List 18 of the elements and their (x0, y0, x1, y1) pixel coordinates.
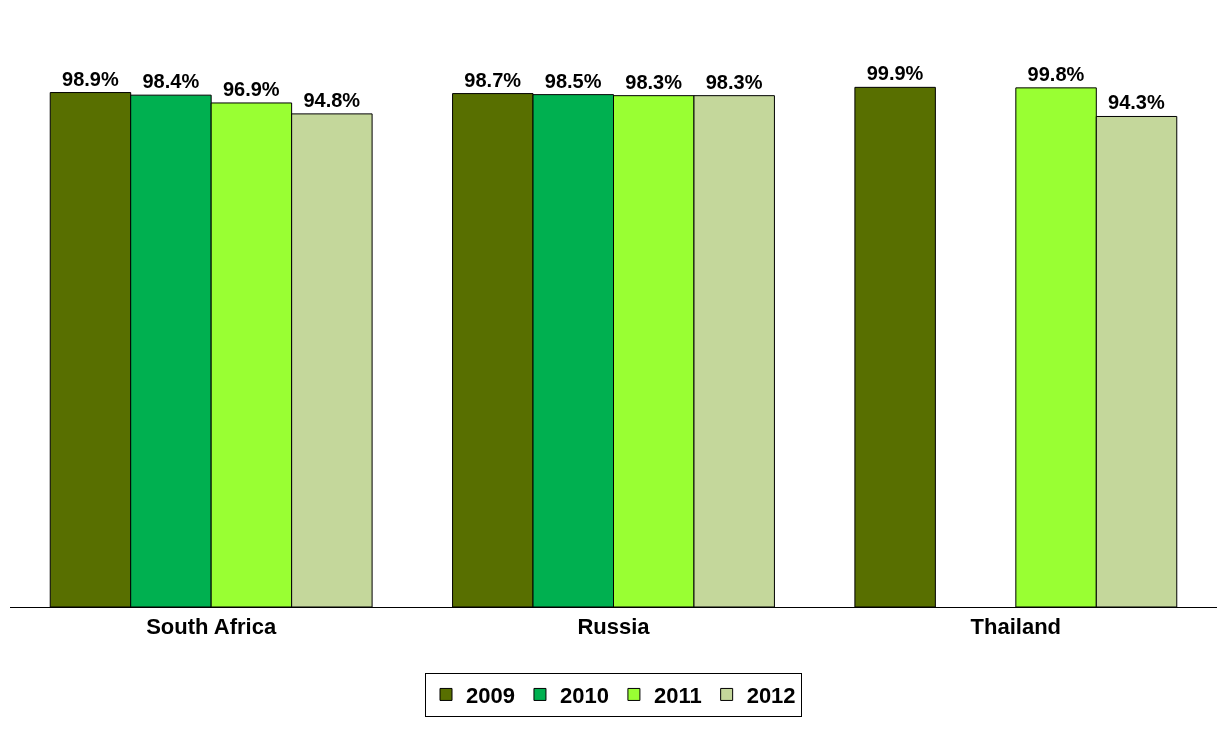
data-label: 99.8% (1027, 62, 1085, 85)
x-tick-label: South Africa (146, 614, 277, 640)
x-tick-label: Thailand (970, 614, 1062, 640)
data-label: 98.4% (142, 70, 200, 93)
legend-label: 2010 (559, 683, 609, 709)
legend-label: 2009 (466, 683, 515, 709)
data-label: 98.3% (705, 70, 763, 93)
data-label: 96.9% (222, 77, 280, 100)
data-label: 98.5% (544, 69, 602, 92)
x-tick-label: Russia (577, 614, 651, 640)
data-label: 94.3% (1108, 91, 1165, 114)
legend-label: 2011 (653, 683, 702, 709)
legend-label: 2012 (746, 683, 796, 709)
data-label: 94.8% (303, 88, 361, 111)
data-label: 98.7% (464, 68, 522, 91)
data-label: 99.9% (866, 62, 924, 85)
data-label: 98.3% (625, 70, 683, 93)
data-label: 98.9% (62, 67, 119, 90)
